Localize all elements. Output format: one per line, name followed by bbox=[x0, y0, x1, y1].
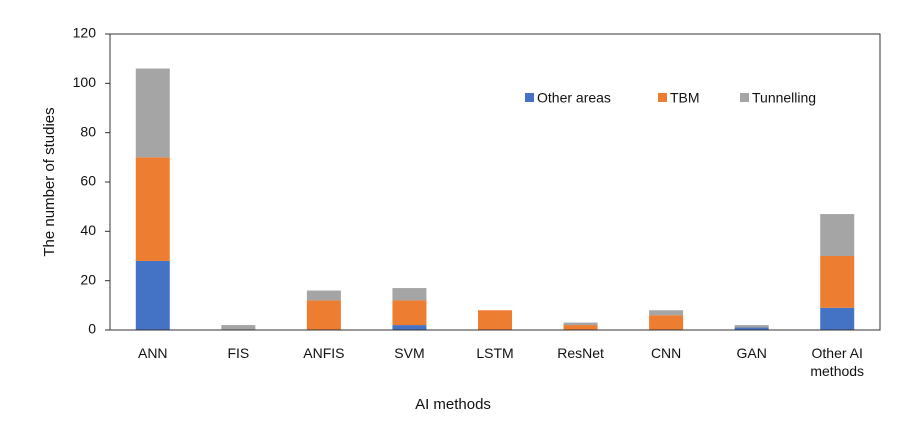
legend-label: Tunnelling bbox=[752, 90, 816, 106]
x-tick-label: FIS bbox=[227, 345, 250, 361]
bar-segment bbox=[392, 288, 427, 301]
x-tick-label: ResNet bbox=[557, 345, 604, 361]
bar-segment bbox=[306, 300, 341, 330]
x-tick-label: GAN bbox=[736, 345, 767, 361]
y-tick-label: 120 bbox=[73, 25, 97, 41]
x-tick-label: Other AI methods bbox=[810, 345, 865, 379]
y-axis-title: The number of studies bbox=[41, 107, 58, 256]
bar-segment bbox=[820, 307, 855, 330]
bar-segment bbox=[221, 325, 256, 330]
bar-segment bbox=[734, 327, 769, 330]
bar-segment bbox=[563, 322, 598, 326]
bar-segment bbox=[135, 157, 170, 261]
bar-segment bbox=[649, 310, 684, 316]
x-tick-label: LSTM bbox=[476, 345, 514, 361]
y-tick-label: 80 bbox=[80, 123, 96, 139]
bar-segment bbox=[563, 325, 598, 330]
x-tick-label: ANN bbox=[137, 345, 168, 361]
bar-segment bbox=[649, 315, 684, 330]
y-tick-label: 20 bbox=[80, 271, 96, 287]
bar-segment bbox=[734, 325, 769, 328]
x-tick-label: SVM bbox=[394, 345, 425, 361]
bar-segment bbox=[820, 214, 855, 256]
legend-label: TBM bbox=[670, 90, 700, 106]
legend-swatch bbox=[740, 93, 749, 102]
y-tick-label: 0 bbox=[88, 321, 96, 337]
bar-segment bbox=[392, 300, 427, 326]
plot-frame bbox=[109, 33, 881, 331]
bar-segment bbox=[135, 68, 170, 158]
bar-segment bbox=[820, 256, 855, 308]
bar-segment bbox=[306, 290, 341, 301]
legend-swatch bbox=[525, 93, 534, 102]
y-tick-label: 40 bbox=[80, 222, 96, 238]
bar-segment bbox=[478, 310, 512, 330]
bar-segment bbox=[135, 260, 170, 330]
x-axis-title: AI methods bbox=[415, 396, 491, 413]
y-tick-label: 60 bbox=[80, 173, 96, 189]
legend-label: Other areas bbox=[537, 90, 611, 106]
legend-swatch bbox=[658, 93, 667, 102]
bar-segment bbox=[392, 325, 427, 330]
x-tick-label: CNN bbox=[650, 345, 682, 361]
x-tick-label: ANFIS bbox=[303, 345, 345, 361]
y-tick-label: 100 bbox=[73, 74, 97, 90]
